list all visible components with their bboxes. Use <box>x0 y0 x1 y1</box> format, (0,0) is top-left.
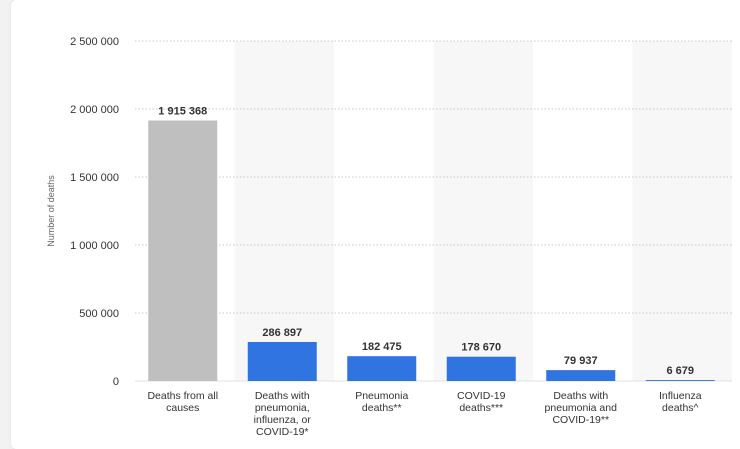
category-label: Pneumonia deaths** <box>355 390 408 414</box>
gridlines <box>135 40 732 382</box>
bar[interactable] <box>645 380 715 381</box>
category-label-line: pneumonia, <box>255 402 310 414</box>
category-label-line: deaths** <box>362 402 402 414</box>
category-label: Deaths with pneumonia and COVID-19** <box>545 390 618 426</box>
y-tick-label: 2 500 000 <box>70 36 119 48</box>
category-label-line: Deaths with <box>553 390 608 402</box>
data-label: 182 475 <box>362 341 402 353</box>
data-labels: 1 915 368 286 897 182 475 178 670 79 937 6 67… <box>158 106 694 378</box>
column-bands <box>234 41 732 381</box>
category-label-line: COVID-19 <box>457 390 506 402</box>
category-label-line: Deaths from all <box>147 390 218 402</box>
bar[interactable] <box>148 120 218 381</box>
data-label: 286 897 <box>262 327 302 339</box>
y-tick-label: 1 500 000 <box>70 172 119 184</box>
column-band <box>234 41 334 381</box>
category-label: Influenza deaths^ <box>659 390 702 414</box>
category-label-line: causes <box>166 402 199 414</box>
y-tick-label: 0 <box>113 376 119 388</box>
y-tick-label: 500 000 <box>79 308 119 320</box>
data-label: 1 915 368 <box>158 106 207 118</box>
bar[interactable] <box>446 356 516 381</box>
category-label-line: influenza, or <box>254 414 312 426</box>
y-tick-label: 2 000 000 <box>70 104 119 116</box>
category-label-line: Pneumonia <box>355 390 408 402</box>
bar[interactable] <box>347 356 417 381</box>
y-axis-label: Number of deaths <box>46 175 56 247</box>
category-label-line: deaths^ <box>662 402 699 414</box>
category-label-line: COVID-19* <box>256 426 309 438</box>
category-label-line: pneumonia and <box>545 402 618 414</box>
column-band <box>632 41 732 381</box>
category-label-line: deaths*** <box>459 402 503 414</box>
bars <box>148 120 715 381</box>
column-band <box>433 41 533 381</box>
data-label: 178 670 <box>461 342 501 354</box>
category-label: COVID-19 deaths*** <box>457 390 506 414</box>
data-label: 6 679 <box>666 365 694 377</box>
data-label: 79 937 <box>564 355 598 367</box>
category-label: Deaths from all causes <box>147 390 218 414</box>
bar[interactable] <box>247 341 317 381</box>
y-axis-ticks: 0 500 000 1 000 000 1 500 000 2 000 000 2 500… <box>70 36 119 388</box>
category-label-line: Influenza <box>659 390 702 402</box>
y-tick-label: 1 000 000 <box>70 240 119 252</box>
category-label: Deaths with pneumonia, influenza, or COVID-… <box>254 390 312 438</box>
bar[interactable] <box>546 370 616 381</box>
category-label-line: Deaths with <box>255 390 310 402</box>
category-label-line: COVID-19** <box>552 414 609 426</box>
